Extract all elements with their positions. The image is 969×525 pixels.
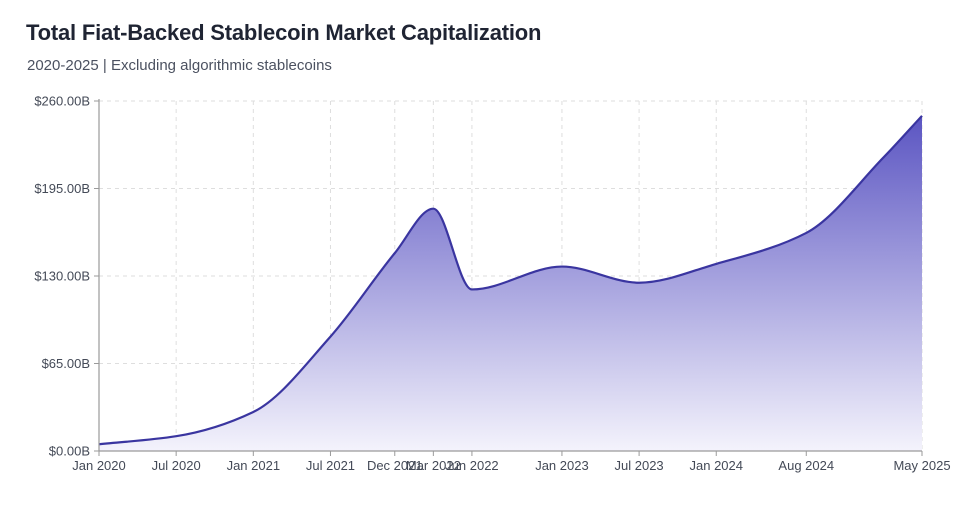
axes [94,99,923,456]
y-tick-label: $65.00B [42,356,90,371]
x-tick-label: Jan 2020 [72,458,126,473]
x-tick-label: Jan 2021 [227,458,281,473]
y-tick-label: $195.00B [34,181,90,196]
area-fill [99,115,922,451]
x-tick-label: Dec 2021 [367,458,423,473]
x-tick-label: Jan 2023 [535,458,589,473]
series-line [98,115,923,446]
x-tick-label: Jul 2020 [152,458,201,473]
x-tick-label: Jan 2024 [690,458,744,473]
x-tick-label: May 2025 [893,458,950,473]
x-tick-label: Jun 2022 [445,458,499,473]
x-tick-label: Mar 2022 [406,458,461,473]
tick-labels: Jan 2020 Jul 2020 Jan 2021 Jul 2021 Dec 2021… [34,94,950,474]
chart-title: Total Fiat-Backed Stablecoin Market Capi… [26,20,542,45]
chart-subtitle: 2020-2025 | Excluding algorithmic stable… [27,57,332,74]
y-tick-label: $130.00B [34,269,90,284]
y-tick-label: $0.00B [49,444,90,459]
x-tick-label: Jul 2021 [306,458,355,473]
x-tick-label: Aug 2024 [778,458,834,473]
x-tick-label: Jul 2023 [615,458,664,473]
area-series [98,115,923,451]
y-tick-label: $260.00B [34,94,90,109]
